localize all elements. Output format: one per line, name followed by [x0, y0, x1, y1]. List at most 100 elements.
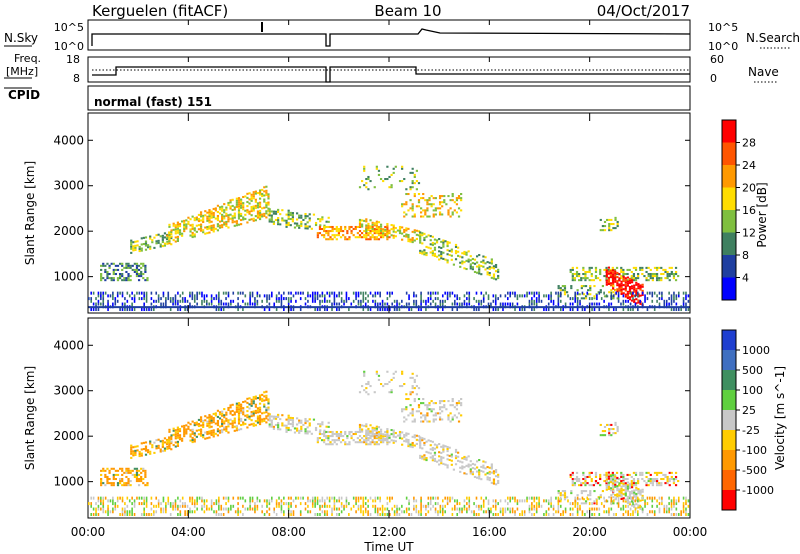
power-cell — [214, 227, 217, 230]
power-cell — [166, 242, 169, 245]
velocity-cell — [369, 441, 372, 444]
power-cell — [388, 231, 391, 234]
velocity-cell — [379, 434, 383, 437]
velocity-cell — [438, 416, 442, 419]
velocity-cell — [429, 444, 432, 447]
velocity-cell — [97, 499, 100, 503]
velocity-cell — [599, 484, 602, 487]
power-cell — [666, 277, 669, 280]
velocity-cell — [137, 473, 141, 476]
power-cell — [298, 226, 301, 229]
power-cell — [622, 279, 625, 283]
power-cell — [189, 230, 192, 233]
velocity-cell — [469, 472, 472, 475]
power-cell — [616, 280, 619, 283]
velocity-cell — [323, 441, 326, 444]
velocity-cell — [407, 414, 410, 417]
power-cell — [403, 211, 406, 214]
velocity-cell — [442, 444, 445, 447]
power-cell — [675, 294, 678, 298]
velocity-cell — [193, 422, 196, 425]
velocity-cell — [199, 424, 203, 427]
velocity-cell — [411, 441, 414, 445]
velocity-cell — [252, 396, 255, 399]
power-cell — [580, 287, 583, 290]
power-cell — [250, 218, 253, 221]
velocity-cell — [100, 484, 103, 487]
velocity-cell — [598, 496, 601, 500]
power-cell — [666, 273, 669, 276]
power-cell — [628, 285, 632, 289]
power-cell — [197, 213, 201, 216]
velocity-cell — [309, 499, 312, 503]
power-cell — [488, 261, 491, 264]
velocity-cell — [419, 444, 422, 447]
power-cell — [617, 291, 620, 295]
velocity-cell — [196, 499, 198, 503]
power-cell — [142, 243, 145, 246]
velocity-cell — [557, 496, 560, 500]
velocity-cell — [668, 496, 670, 500]
power-cell — [407, 209, 410, 212]
velocity-cell — [444, 445, 447, 448]
velocity-cell — [413, 380, 416, 383]
velocity-cell — [612, 492, 615, 495]
power-cell — [647, 279, 650, 282]
velocity-cell — [290, 504, 292, 508]
velocity-cell — [157, 444, 160, 447]
velocity-cell — [202, 419, 205, 422]
power-cell — [275, 297, 278, 301]
velocity-cell — [348, 513, 350, 516]
power-cell — [229, 213, 232, 216]
velocity-cell — [624, 488, 627, 491]
velocity-cell — [408, 499, 410, 503]
power-cell — [345, 294, 348, 298]
velocity-cell — [373, 433, 376, 436]
velocity-cell — [614, 485, 617, 488]
velocity-cell — [249, 504, 251, 508]
velocity-cell — [352, 433, 355, 436]
velocity-cell — [609, 474, 613, 478]
power-cell — [494, 270, 498, 273]
power-cell — [591, 302, 593, 306]
velocity-cell — [193, 502, 196, 506]
power-cell — [176, 237, 179, 240]
velocity-cell — [287, 507, 290, 511]
power-cell — [268, 302, 271, 306]
power-cell — [218, 208, 222, 211]
velocity-cell — [216, 428, 220, 431]
power-cell — [405, 201, 408, 204]
power-cell — [413, 231, 416, 234]
power-cell — [639, 299, 642, 303]
velocity-cell — [392, 435, 395, 438]
velocity-cell — [413, 444, 416, 447]
power-cell — [460, 197, 463, 200]
velocity-cell — [256, 499, 259, 503]
power-cell — [413, 193, 416, 196]
power-cell — [176, 231, 179, 234]
velocity-cell — [628, 473, 631, 476]
power-cell — [237, 209, 241, 212]
velocity-cell — [174, 435, 177, 438]
power-cell — [469, 259, 472, 262]
power-cell — [430, 205, 433, 208]
velocity-cell — [478, 477, 481, 480]
velocity-cell — [535, 510, 538, 514]
power-cell — [137, 264, 141, 267]
power-cell — [635, 283, 638, 286]
power-cell — [172, 224, 175, 227]
power-cell — [571, 275, 574, 278]
velocity-cell — [580, 502, 583, 505]
velocity-cell — [438, 418, 442, 421]
velocity-cell — [668, 502, 670, 506]
power-cell — [628, 290, 632, 293]
power-cell — [361, 232, 364, 235]
power-cell — [174, 228, 177, 231]
velocity-cell — [617, 504, 620, 508]
velocity-cell — [610, 434, 613, 437]
power-cell — [482, 255, 485, 258]
velocity-cell — [582, 478, 585, 481]
velocity-cell — [516, 502, 519, 506]
power-cell — [319, 294, 321, 298]
velocity-cell — [455, 416, 459, 419]
